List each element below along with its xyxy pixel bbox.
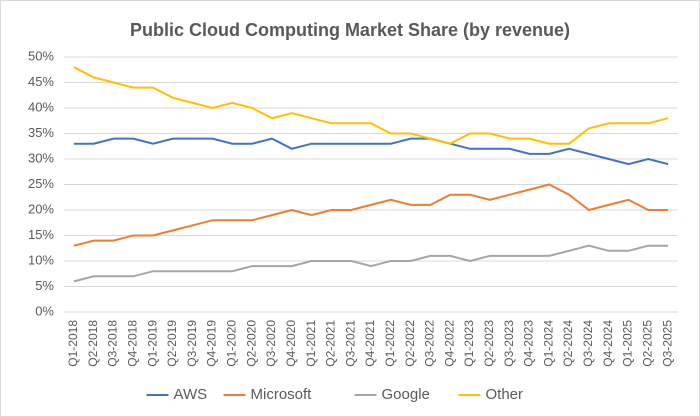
- y-tick-label: 10%: [28, 252, 54, 267]
- y-tick-label: 35%: [28, 125, 54, 140]
- chart-title: Public Cloud Computing Market Share (by …: [130, 20, 570, 40]
- x-tick-label: Q4-2020: [284, 320, 298, 367]
- x-tick-label: Q3-2022: [423, 320, 437, 367]
- y-tick-label: 25%: [28, 176, 54, 191]
- x-tick-label: Q1-2023: [462, 320, 476, 367]
- y-tick-label: 0%: [35, 303, 54, 318]
- x-tick-label: Q1-2019: [145, 320, 159, 367]
- x-tick-label: Q1-2021: [304, 320, 318, 367]
- x-tick-label: Q2-2023: [482, 320, 496, 367]
- x-tick-label: Q2-2019: [165, 320, 179, 367]
- x-tick-label: Q3-2023: [502, 320, 516, 367]
- series-line: [73, 66, 669, 145]
- x-tick-label: Q3-2024: [581, 320, 595, 367]
- x-tick-label: Q3-2019: [185, 320, 199, 367]
- y-tick-label: 15%: [28, 227, 54, 242]
- x-tick-label: Q1-2025: [621, 320, 635, 367]
- y-tick-label: 20%: [28, 201, 54, 216]
- x-tick-label: Q1-2024: [541, 320, 555, 367]
- y-tick-label: 30%: [28, 150, 54, 165]
- x-tick-label: Q3-2020: [264, 320, 278, 367]
- legend-label: Google: [382, 386, 430, 403]
- x-tick-label: Q1-2018: [66, 320, 80, 367]
- y-tick-label: 45%: [28, 74, 54, 89]
- y-tick-label: 50%: [28, 48, 54, 63]
- x-tick-label: Q4-2021: [363, 320, 377, 367]
- x-tick-label: Q2-2018: [86, 320, 100, 367]
- series-line: [73, 183, 669, 247]
- x-tick-label: Q4-2024: [601, 320, 615, 367]
- x-tick-label: Q4-2022: [442, 320, 456, 367]
- x-tick-label: Q2-2022: [403, 320, 417, 367]
- x-tick-label: Q1-2022: [383, 320, 397, 367]
- x-tick-label: Q1-2020: [225, 320, 239, 367]
- x-tick-label: Q3-2021: [343, 320, 357, 367]
- x-tick-label: Q3-2018: [106, 320, 120, 367]
- x-tick-label: Q3-2025: [660, 320, 674, 367]
- x-tick-label: Q4-2019: [205, 320, 219, 367]
- x-tick-label: Q4-2018: [125, 320, 139, 367]
- y-tick-label: 5%: [35, 278, 54, 293]
- x-tick-label: Q2-2021: [324, 320, 338, 367]
- x-tick-label: Q2-2025: [640, 320, 654, 367]
- legend-label: Other: [486, 386, 524, 403]
- series-line: [73, 244, 669, 283]
- series-line: [73, 137, 669, 166]
- x-tick-label: Q2-2020: [244, 320, 258, 367]
- y-tick-label: 40%: [28, 99, 54, 114]
- x-tick-label: Q4-2023: [522, 320, 536, 367]
- x-tick-label: Q2-2024: [561, 320, 575, 367]
- legend-label: AWS: [174, 386, 208, 403]
- legend-label: Microsoft: [251, 386, 313, 403]
